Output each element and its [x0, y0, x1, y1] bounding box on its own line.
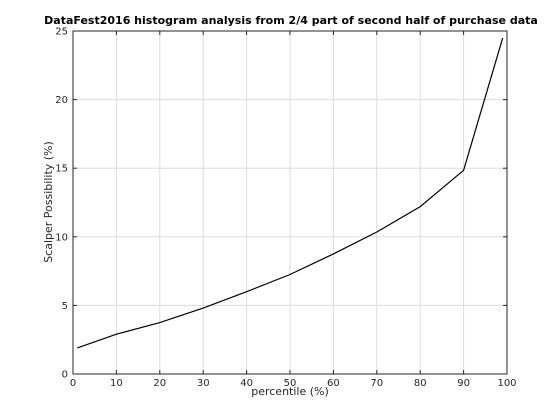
y-tick-label: 15	[55, 164, 68, 175]
x-tick-label: 20	[153, 378, 166, 389]
x-axis-ticks: 0 10 20 30 40 50 60 70 80 90 100	[70, 31, 517, 389]
x-tick-label: 70	[370, 378, 383, 389]
x-tick-label: 50	[284, 378, 297, 389]
y-axis-ticks: 0 5 10 15 20 25	[55, 27, 507, 381]
x-tick-label: 30	[197, 378, 210, 389]
y-tick-label: 5	[62, 301, 68, 312]
x-tick-label: 40	[240, 378, 253, 389]
chart-title: DataFest2016 histogram analysis from 2/4…	[44, 14, 538, 27]
x-tick-label: 90	[457, 378, 470, 389]
y-tick-label: 20	[55, 95, 68, 106]
y-tick-label: 0	[62, 370, 68, 381]
x-tick-label: 60	[327, 378, 340, 389]
x-tick-label: 0	[70, 378, 76, 389]
y-tick-label: 25	[55, 27, 68, 38]
grid-lines	[72, 30, 508, 375]
y-axis-title: Scalper Possibility (%)	[42, 141, 55, 263]
x-tick-label: 100	[497, 378, 516, 389]
x-tick-label: 80	[414, 378, 427, 389]
x-tick-label: 10	[110, 378, 123, 389]
y-tick-label: 10	[55, 232, 68, 243]
series-line	[77, 37, 504, 349]
x-axis-title: percentile (%)	[251, 385, 329, 398]
